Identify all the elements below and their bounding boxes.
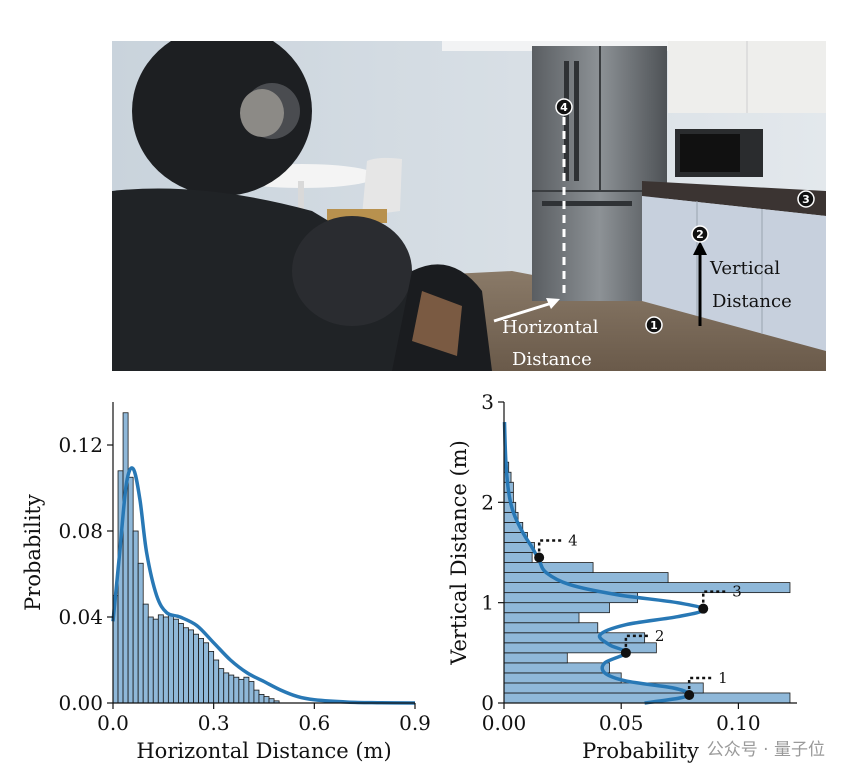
svg-text:4: 4 (560, 101, 568, 114)
histogram-bar (503, 612, 580, 624)
vertical-distance-histogram: 0.00 0.05 0.10 0 1 2 3 1 2 3 4 Probability Verti… (447, 390, 797, 763)
left-x-axis-title: Horizontal Distance (m) (136, 739, 391, 763)
vertical-kde-curve (502, 422, 705, 705)
x-tick-label: 0.6 (298, 711, 330, 735)
histogram-bar (132, 530, 139, 704)
histogram-bar (248, 681, 255, 704)
x-tick-label: 0.05 (599, 711, 644, 735)
marker-4: 4 (555, 98, 573, 116)
marker-2: 2 (691, 225, 709, 243)
histogram-bar (503, 572, 669, 583)
y-tick-label: 0.04 (58, 605, 103, 629)
marker-1: 1 (645, 316, 663, 334)
histogram-bar (142, 603, 149, 704)
svg-text:3: 3 (802, 193, 810, 206)
horizontal-label-line2: Distance (512, 349, 592, 370)
y-tick-label: 0.12 (58, 433, 103, 457)
histogram-bar (208, 650, 215, 704)
histogram-bar (167, 614, 174, 704)
annotation-point (698, 603, 709, 614)
y-tick-label: 0 (481, 691, 494, 715)
horizontal-distance-histogram: 0.0 0.3 0.6 0.9 0.00 0.04 0.08 0.12 Horizontal… (21, 402, 431, 763)
histogram-bar (213, 659, 220, 704)
histogram-bar (258, 693, 265, 704)
histogram-bar (228, 674, 235, 704)
vertical-label-line1: Vertical (709, 258, 780, 279)
right-x-axis-title: Probability (582, 739, 699, 763)
histogram-bar (503, 582, 791, 594)
histogram-bar (203, 642, 210, 704)
histogram-bar (147, 616, 154, 704)
vertical-label-line2: Distance (712, 291, 792, 312)
annotation-point (620, 647, 631, 658)
histogram-bar (193, 633, 199, 704)
x-tick-label: 0.00 (482, 711, 527, 735)
histogram-bar (503, 622, 599, 634)
y-tick-label: 0.08 (58, 519, 103, 543)
y-tick-label: 3 (481, 390, 494, 414)
histogram-bar (503, 632, 646, 644)
x-tick-label: 0.0 (97, 711, 129, 735)
histogram-bar (137, 562, 144, 704)
annotation-point (534, 552, 545, 563)
histogram-bar (127, 476, 134, 704)
horizontal-kde-curve (111, 466, 416, 705)
horizontal-label-line1: Horizontal (502, 317, 599, 338)
scene-photo: 4 2 3 1 Horizontal Distance Vertical Dis… (112, 41, 826, 371)
histogram-bar (503, 642, 657, 654)
histogram-bar (152, 618, 159, 704)
histogram-bar (263, 696, 270, 704)
histogram-bar (243, 676, 250, 704)
histogram-bar (188, 629, 194, 704)
x-tick-label: 0.3 (198, 711, 230, 735)
histogram-bar (157, 614, 164, 704)
histogram-bar (172, 618, 179, 704)
histogram-bar (218, 668, 225, 704)
annotation-label: 3 (732, 583, 742, 601)
histogram-bar (268, 698, 275, 704)
histogram-bar (503, 652, 568, 664)
charts-area: 0.0 0.3 0.6 0.9 0.00 0.04 0.08 0.12 Horizontal… (0, 380, 855, 778)
histogram-bar (503, 562, 594, 573)
svg-text:2: 2 (696, 228, 704, 241)
left-y-axis-title: Probability (21, 494, 45, 611)
histogram-bar (233, 676, 240, 704)
x-tick-label: 0.9 (399, 711, 431, 735)
histogram-bar (162, 616, 169, 704)
x-tick-label: 0.10 (716, 711, 761, 735)
horizontal-distance-arrow (493, 301, 553, 323)
histogram-bar (503, 552, 533, 563)
histogram-bar (503, 602, 610, 614)
histogram-bar (178, 623, 184, 704)
watermark: 公众号 · 量子位 (706, 740, 825, 760)
marker-3: 3 (797, 190, 815, 208)
y-tick-label: 2 (481, 490, 494, 514)
annotation-point (684, 689, 695, 700)
histogram-bar (253, 689, 260, 704)
y-tick-label: 0.00 (58, 691, 103, 715)
annotation-label: 1 (718, 669, 728, 687)
annotation-label: 4 (568, 532, 578, 550)
svg-text:1: 1 (650, 319, 658, 332)
histogram-bar (122, 412, 129, 704)
y-tick-label: 1 (481, 591, 494, 615)
histogram-bar (503, 672, 622, 684)
annotation-label: 2 (655, 627, 665, 645)
charts-svg: 0.0 0.3 0.6 0.9 0.00 0.04 0.08 0.12 Horizontal… (21, 390, 797, 763)
histogram-bar (223, 672, 230, 704)
histogram-bar (198, 638, 204, 704)
histogram-bar (183, 627, 189, 704)
histogram-bar (503, 662, 610, 674)
right-y-axis-title: Vertical Distance (m) (447, 440, 471, 666)
scene-illustration: 4 2 3 1 Horizontal Distance Vertical Dis… (112, 41, 826, 371)
histogram-bar (238, 678, 245, 704)
